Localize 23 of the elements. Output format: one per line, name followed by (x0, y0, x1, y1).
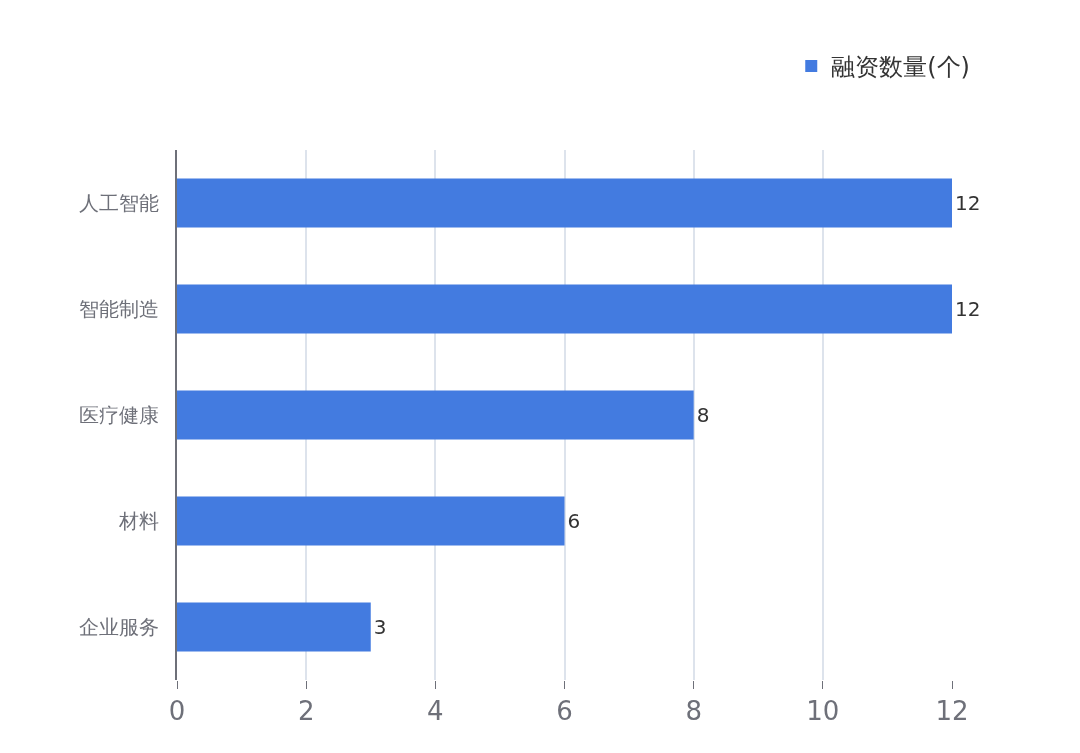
x-tick-label: 10 (806, 696, 840, 727)
x-tick-label: 4 (427, 696, 444, 727)
data-label: 12 (955, 191, 981, 215)
x-tick-label: 2 (297, 696, 315, 727)
x-tick-label: 12 (935, 696, 969, 727)
bar (177, 178, 952, 228)
legend-label: 融资数量(个) (831, 53, 970, 82)
x-tick-label: 6 (556, 696, 573, 727)
y-tick-label: 医疗健康 (79, 403, 159, 427)
y-tick-label: 智能制造 (79, 297, 159, 321)
data-label: 3 (373, 615, 387, 639)
data-label: 6 (567, 509, 581, 533)
bar (177, 496, 565, 546)
y-tick-label: 企业服务 (79, 615, 159, 639)
bar (177, 602, 371, 652)
y-tick-label: 人工智能 (79, 191, 159, 215)
x-tick-label: 0 (168, 696, 186, 727)
data-label: 12 (955, 297, 981, 321)
bar (177, 390, 694, 440)
bar (177, 284, 952, 334)
x-tick-label: 8 (685, 696, 702, 727)
y-tick-label: 材料 (118, 509, 159, 533)
data-label: 8 (696, 403, 710, 427)
